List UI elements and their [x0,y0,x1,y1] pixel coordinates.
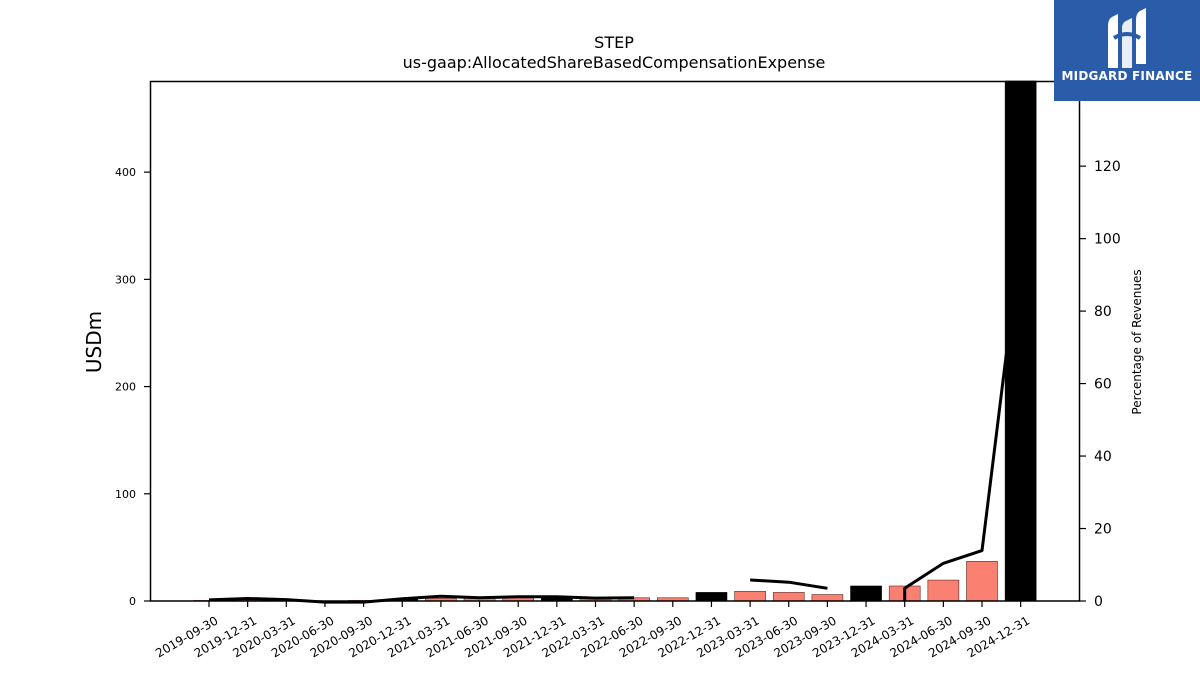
y2-tick-label: 80 [1094,304,1112,320]
bar-2022-12-31 [695,592,728,602]
midgard-logo: MIDGARD FINANCE [1054,0,1200,101]
bar-2023-06-30 [772,592,805,602]
y2-tick-label: 20 [1094,522,1112,538]
midgard-logo-icon [1108,8,1146,68]
bar-2023-09-30 [811,594,844,602]
bar-2024-06-30 [927,579,960,602]
y-axis-label: USDm [82,310,106,374]
bar-2024-12-31 [1004,80,1037,602]
y2-tick-label: 0 [1094,594,1103,610]
y2-tick-label: 60 [1094,377,1112,393]
bar-2023-03-31 [734,591,766,602]
y-tick-label: 0 [129,595,136,608]
chart-title: STEP [594,33,634,52]
logo-text: MIDGARD FINANCE [1061,69,1193,83]
percentage-line-segment-1 [750,578,828,590]
y2-axis-label: Percentage of Revenues [1130,269,1144,415]
bar-2023-12-31 [850,585,882,602]
plot-frame [149,80,1081,602]
percentage-line-segment-2 [903,238,1023,601]
y2-tick-label: 100 [1094,232,1121,248]
percentage-line-segment-0 [208,594,635,604]
bar-2024-09-30 [966,561,998,602]
y-tick-label: 300 [115,273,136,286]
y2-tick-label: 120 [1094,159,1121,175]
y-tick-label: 100 [115,488,136,501]
bar-group [193,80,1037,602]
y2-axis-ticks: 0 20 40 60 80 100 120 [1080,159,1121,610]
percentage-line-group [208,238,1023,604]
y-tick-label: 200 [115,381,136,394]
y-tick-label: 400 [115,166,136,179]
chart-subtitle: us-gaap:AllocatedShareBasedCompensationE… [402,53,826,72]
x-axis-ticks: 2019-09-302019-12-312020-03-312020-06-30… [153,601,1032,660]
y2-tick-label: 40 [1094,449,1112,465]
y-axis-ticks: 0 100 200 300 400 [115,166,150,608]
